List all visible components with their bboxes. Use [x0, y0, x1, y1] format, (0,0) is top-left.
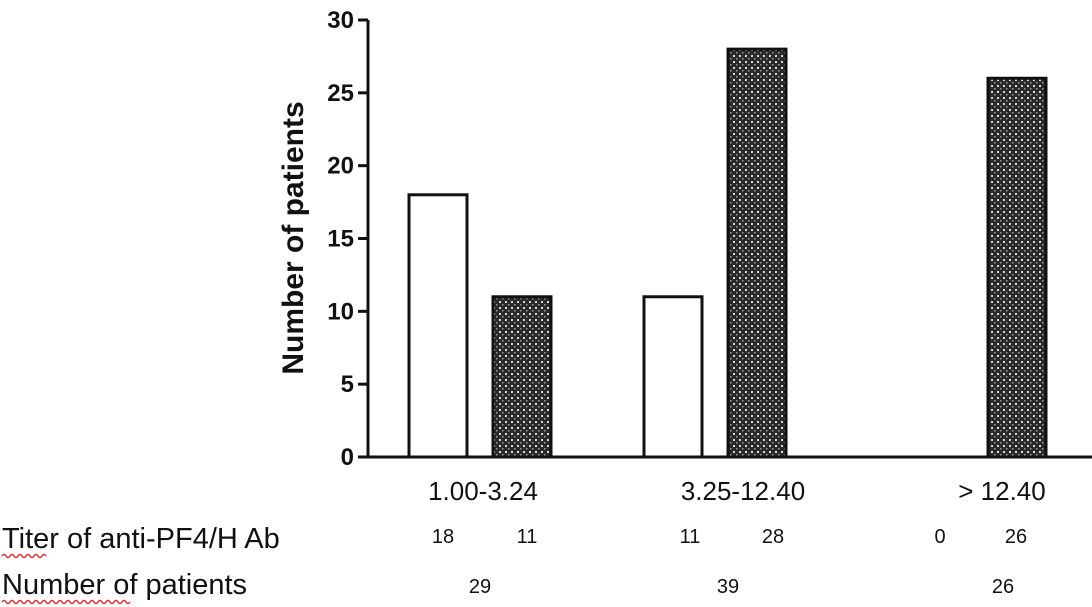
x-category-label: 3.25-12.40 — [681, 476, 805, 506]
titer-count: 26 — [1005, 526, 1027, 548]
titer-count: 18 — [432, 526, 454, 548]
y-tick-label: 0 — [341, 444, 354, 471]
y-axis-label: Number of patients — [277, 101, 310, 374]
y-ticks: 0 5 10 15 20 25 30 — [327, 7, 368, 471]
x-category-label: > 12.40 — [958, 476, 1045, 506]
titer-count: 28 — [762, 526, 784, 548]
y-tick-label: 15 — [327, 226, 354, 253]
y-tick-label: 25 — [327, 80, 354, 107]
chart-bars — [407, 47, 1048, 459]
spellcheck-underline — [1, 553, 47, 559]
bar — [491, 295, 553, 459]
titer-count: 11 — [680, 526, 701, 548]
patient-counts-row: 29 39 26 — [469, 576, 1014, 598]
y-tick-label: 20 — [327, 153, 354, 180]
row-label-number: Number of patients — [2, 569, 247, 601]
bar — [986, 76, 1048, 459]
bar — [407, 193, 469, 459]
y-tick-label: 30 — [327, 7, 354, 34]
row-label-titer: Titer of anti-PF4/H Ab — [2, 523, 280, 555]
bar — [642, 295, 704, 459]
titer-counts-row: 18 11 11 28 0 26 — [432, 526, 1027, 548]
patient-count: 29 — [469, 576, 491, 598]
titer-count: 0 — [934, 526, 945, 548]
y-tick-label: 10 — [327, 298, 354, 325]
titer-count: 11 — [517, 526, 538, 548]
patient-count: 39 — [717, 576, 739, 598]
x-category-label: 1.00-3.24 — [428, 476, 538, 506]
patient-count: 26 — [992, 576, 1014, 598]
bar — [726, 47, 788, 459]
x-category-labels: 1.00-3.24 3.25-12.40 > 12.40 — [428, 476, 1046, 506]
y-tick-label: 5 — [341, 371, 354, 398]
spellcheck-underline — [1, 599, 131, 605]
